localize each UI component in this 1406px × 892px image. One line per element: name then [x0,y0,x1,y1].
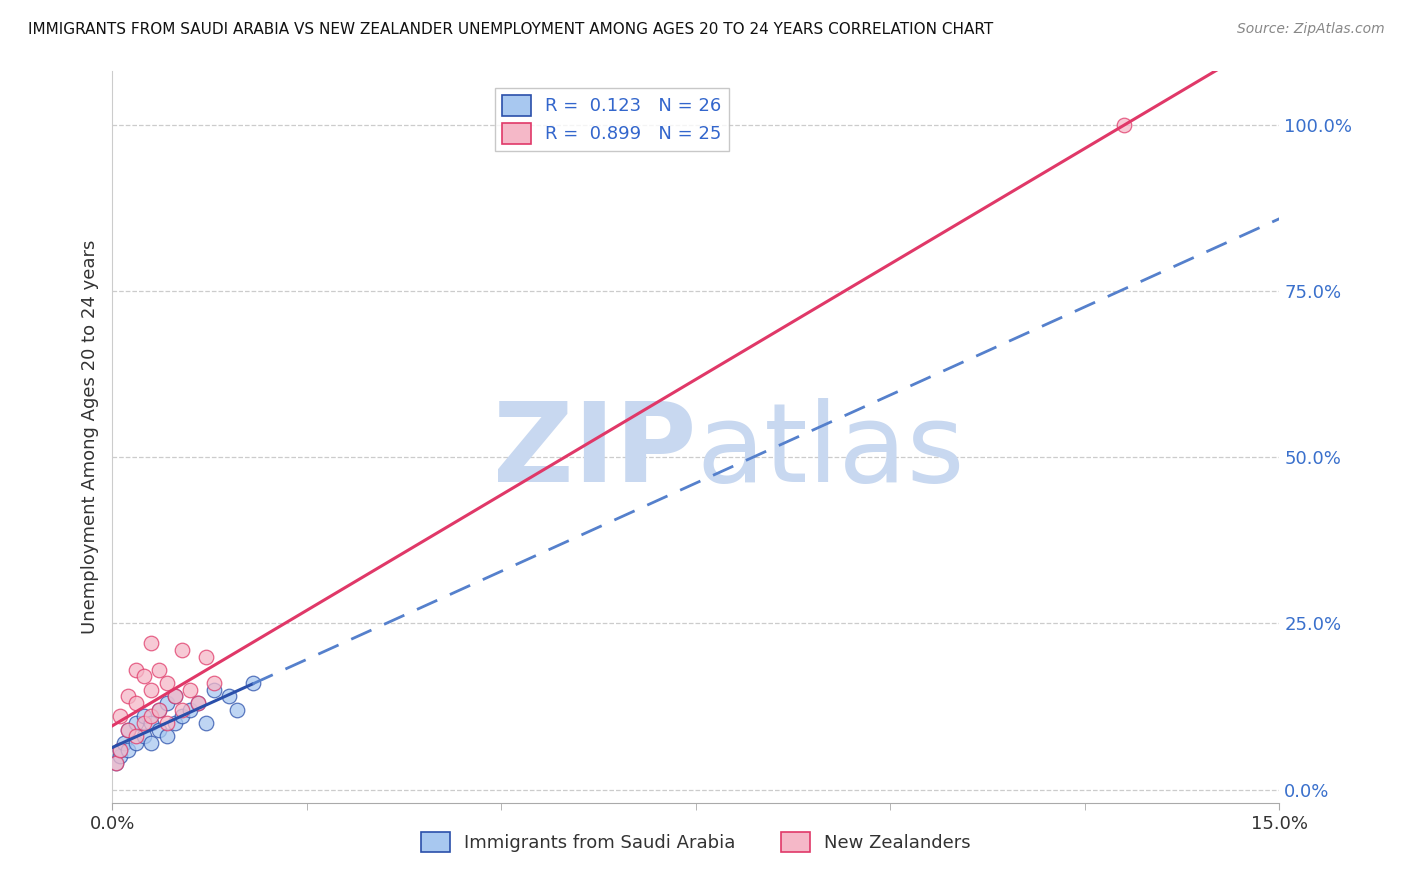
Point [110,749,132,764]
Point [1112,118,1135,132]
Point [172,709,194,723]
Point [141,709,163,723]
Point [132,669,155,683]
Point [194,649,217,664]
Point [163,690,186,704]
Point [194,716,217,731]
Point [141,736,163,750]
Point [242,676,264,690]
Point [117,723,139,737]
Point [125,663,148,677]
Point [132,709,155,723]
Point [187,696,209,710]
Point [148,703,170,717]
Point [187,696,209,710]
Point [105,756,128,770]
Point [218,690,240,704]
Point [141,636,163,650]
Point [110,742,132,756]
Point [156,696,179,710]
Point [202,682,225,697]
Point [117,742,139,756]
Point [125,696,148,710]
Point [125,716,148,731]
Text: ZIP: ZIP [492,398,696,505]
Y-axis label: Unemployment Among Ages 20 to 24 years: Unemployment Among Ages 20 to 24 years [80,240,98,634]
Point [156,716,179,731]
Point [132,716,155,731]
Point [132,729,155,743]
Point [172,703,194,717]
Point [202,676,225,690]
Point [125,736,148,750]
Point [125,729,148,743]
Point [110,742,132,756]
Point [148,663,170,677]
Point [112,736,135,750]
Point [226,703,249,717]
Point [156,729,179,743]
Legend: Immigrants from Saudi Arabia, New Zealanders: Immigrants from Saudi Arabia, New Zealan… [413,824,979,860]
Point [148,723,170,737]
Point [117,723,139,737]
Point [163,716,186,731]
Text: IMMIGRANTS FROM SAUDI ARABIA VS NEW ZEALANDER UNEMPLOYMENT AMONG AGES 20 TO 24 Y: IMMIGRANTS FROM SAUDI ARABIA VS NEW ZEAL… [28,22,994,37]
Point [156,676,179,690]
Text: atlas: atlas [696,398,965,505]
Point [179,682,201,697]
Point [141,682,163,697]
Point [148,703,170,717]
Point [105,756,128,770]
Point [141,716,163,731]
Point [110,709,132,723]
Point [163,690,186,704]
Point [172,643,194,657]
Text: Source: ZipAtlas.com: Source: ZipAtlas.com [1237,22,1385,37]
Point [179,703,201,717]
Point [117,690,139,704]
